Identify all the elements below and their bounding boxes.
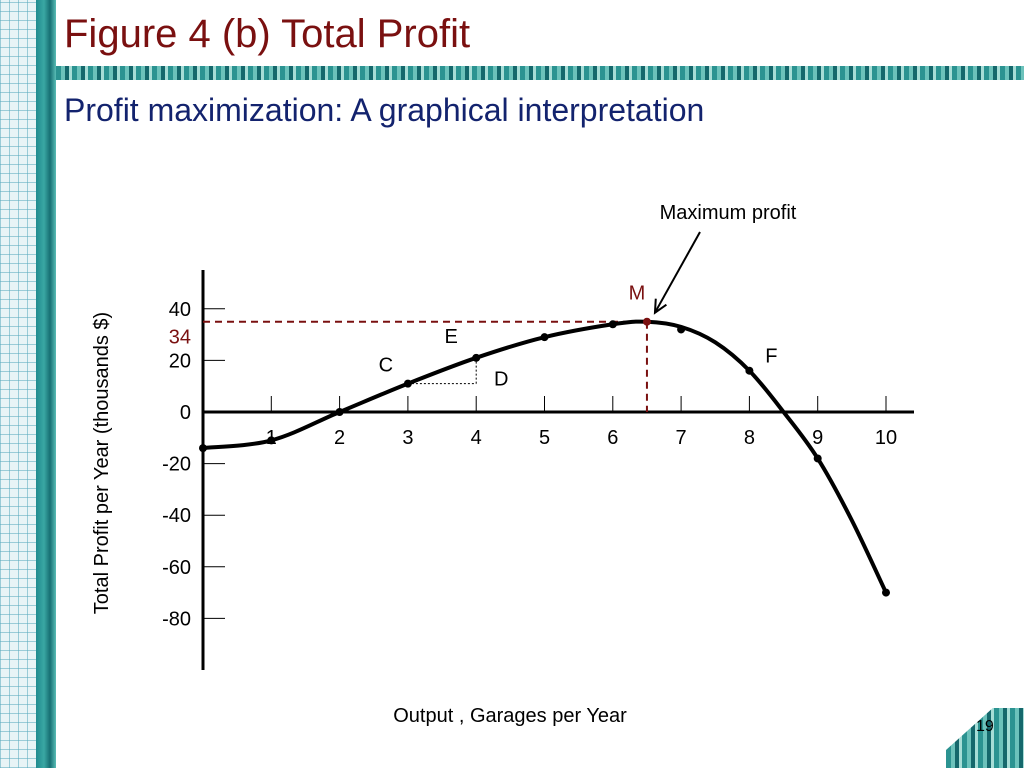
y-tick-label: -80 [162,608,191,630]
y-tick-label: 40 [169,299,191,321]
x-tick-label: 8 [744,427,755,449]
annotation-arrow-head [653,298,667,315]
y-tick-label: -60 [162,557,191,579]
x-tick-label: 4 [471,427,482,449]
decorative-title-band [56,66,1024,80]
decorative-left-strip [0,0,56,768]
data-point [472,353,481,362]
point-label-d: D [494,369,508,391]
page-title: Figure 4 (b) Total Profit [64,12,471,56]
x-tick-label: 9 [812,427,823,449]
y-tick-label: -20 [162,454,191,476]
data-point [882,588,890,597]
x-tick-label: 3 [402,427,413,449]
x-tick-label: 10 [875,427,897,449]
data-point [540,333,549,342]
page-subtitle: Profit maximization: A graphical interpr… [64,92,705,128]
y-tick-label: 0 [180,402,191,424]
point-label-e: E [445,326,458,348]
y-tick-label: -40 [162,505,191,527]
data-point [745,366,754,375]
data-point [813,454,822,463]
data-point [199,444,207,453]
maximum-point [642,317,651,326]
point-label-f: F [765,346,777,368]
data-point [335,408,344,416]
point-label-c: C [379,355,393,377]
x-tick-label: 5 [539,427,550,449]
y-axis-label: Total Profit per Year (thousands $) [91,312,113,614]
data-point [403,379,412,388]
data-point [267,436,276,445]
annotation-arrow-shaft [654,231,701,314]
y-tick-label: 20 [169,350,191,372]
max-annotation: Maximum profit [660,202,797,224]
x-tick-label: 2 [334,427,345,449]
data-point [608,320,617,329]
max-value-label: 34 [169,327,191,349]
x-tick-label: 6 [607,427,618,449]
x-tick-label: 7 [676,427,687,449]
total-profit-curve [202,319,888,594]
max-point-label: M [629,283,646,305]
data-point [677,325,686,334]
x-axis-label: Output , Garages per Year [393,705,627,727]
slide-number: 19 [976,718,994,735]
